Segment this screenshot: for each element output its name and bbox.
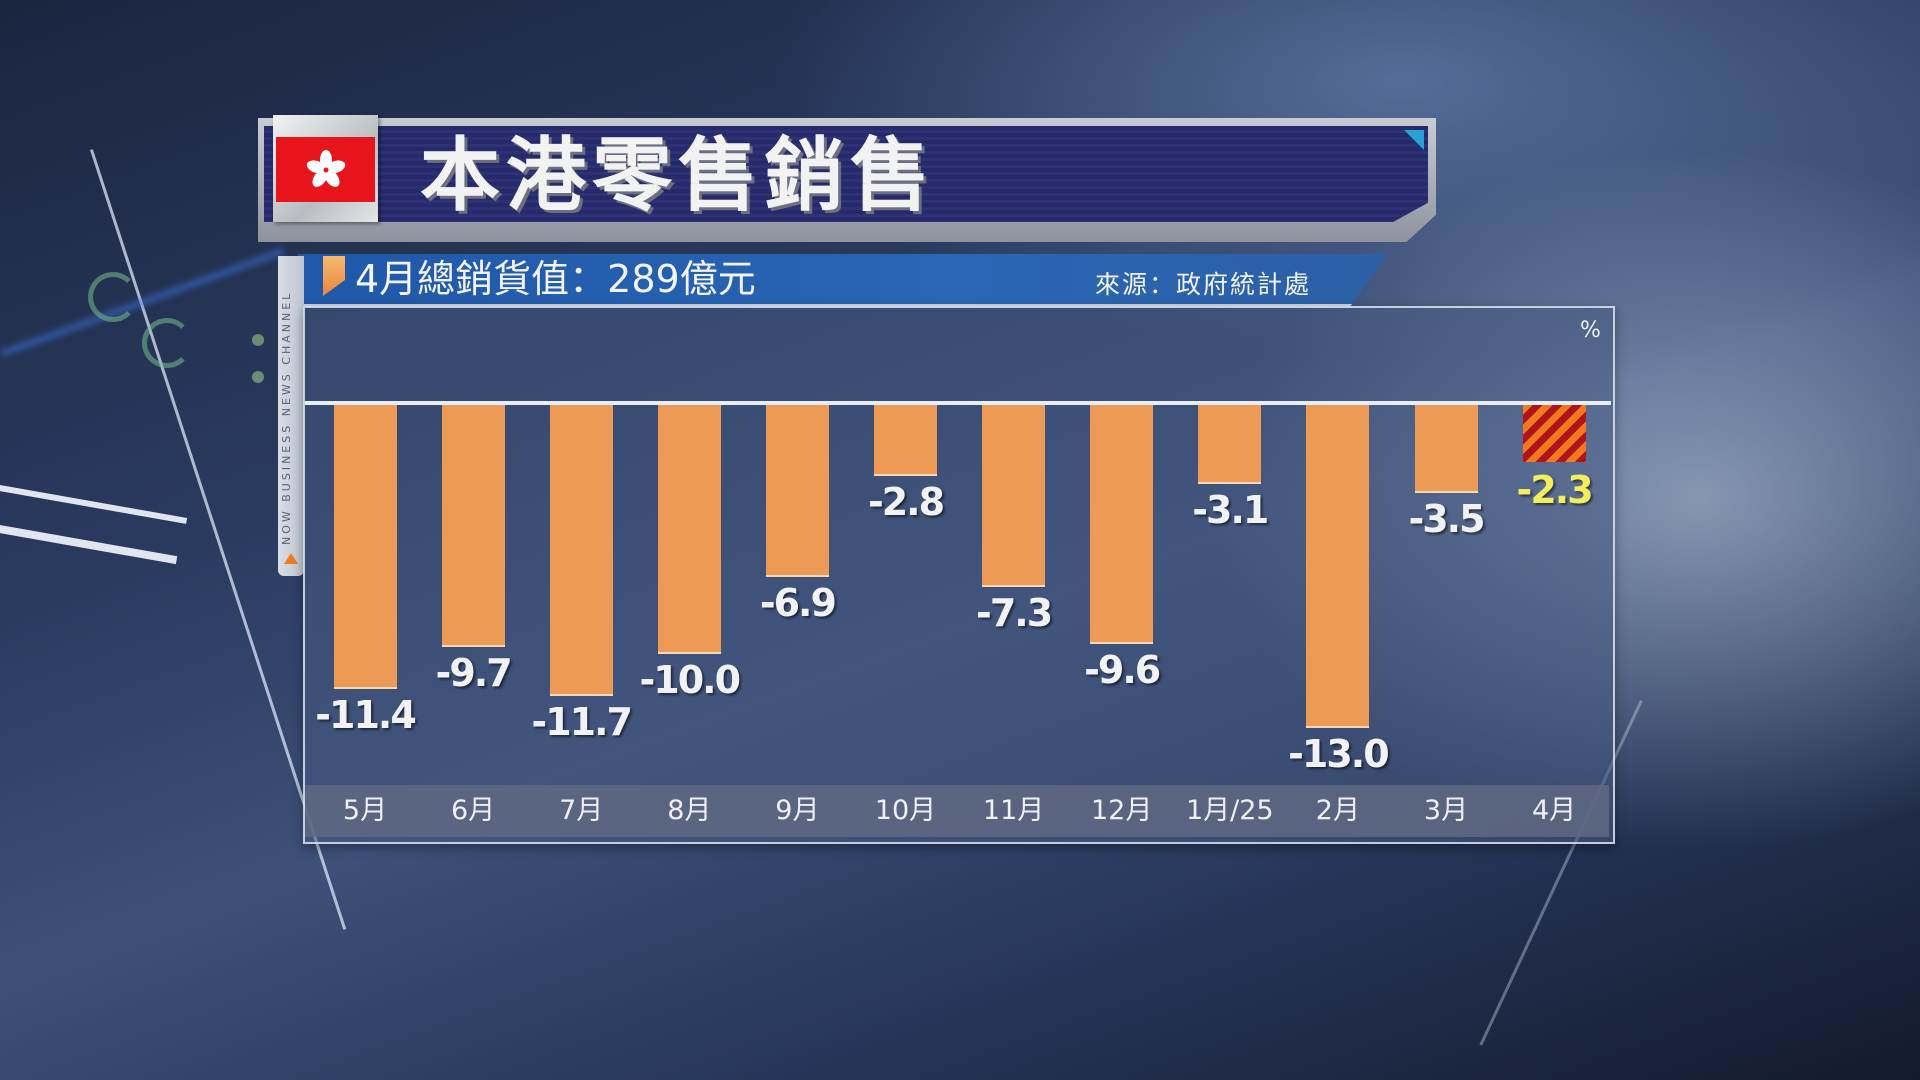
x-axis-label: 7月 bbox=[559, 795, 604, 826]
bar-6月 bbox=[441, 405, 505, 647]
bar-11月 bbox=[982, 405, 1046, 588]
bar-9月 bbox=[765, 405, 829, 578]
bar-8月 bbox=[657, 405, 721, 654]
bar-value-label: -2.3 bbox=[1516, 467, 1594, 512]
bar-value-label: -9.7 bbox=[435, 650, 513, 695]
subtitle-total-sales: 4月總銷貨值：289億元 bbox=[355, 257, 756, 301]
background-ring bbox=[142, 318, 192, 368]
bar-5月 bbox=[333, 405, 397, 689]
bar-7月 bbox=[549, 405, 613, 696]
x-axis-label: 6月 bbox=[451, 795, 496, 826]
x-axis-label: 1月/25 bbox=[1185, 795, 1274, 826]
page-title: 本港零售銷售 bbox=[420, 129, 936, 222]
chart-panel bbox=[303, 306, 1615, 844]
bar-value-label: -3.5 bbox=[1408, 497, 1485, 542]
x-axis-label: 10月 bbox=[874, 795, 937, 826]
background-dot bbox=[252, 371, 264, 383]
bar-3月 bbox=[1414, 405, 1478, 494]
background-ring bbox=[88, 272, 138, 322]
x-axis-label: 11月 bbox=[982, 795, 1045, 826]
unit-label: % bbox=[1580, 318, 1601, 343]
hong-kong-flag bbox=[273, 115, 378, 222]
bar-value-label: -6.9 bbox=[759, 581, 837, 626]
corner-accent bbox=[1404, 130, 1424, 150]
x-axis-label: 2月 bbox=[1315, 795, 1360, 826]
bar-1月/25 bbox=[1198, 405, 1262, 484]
bar-value-label: -11.4 bbox=[315, 692, 417, 737]
x-axis-label: 8月 bbox=[667, 795, 712, 826]
channel-strip bbox=[278, 256, 304, 576]
zero-baseline bbox=[305, 401, 1611, 405]
bar-value-label: -3.1 bbox=[1192, 487, 1269, 532]
bar-2月 bbox=[1306, 405, 1370, 729]
background-streak bbox=[0, 525, 178, 565]
source-label: 來源：政府統計處 bbox=[1095, 270, 1312, 299]
bar-10月 bbox=[874, 405, 937, 477]
bar-value-label: -9.6 bbox=[1084, 648, 1161, 693]
bar-value-label: -7.3 bbox=[976, 591, 1053, 636]
x-axis-strip bbox=[305, 785, 1609, 837]
channel-triangle-icon bbox=[284, 553, 298, 564]
bar-value-label: -13.0 bbox=[1288, 732, 1390, 777]
x-axis-label: 5月 bbox=[342, 795, 388, 826]
bar-value-label: -2.8 bbox=[867, 480, 945, 525]
bar-value-label: -10.0 bbox=[639, 658, 742, 702]
x-axis-label: 4月 bbox=[1532, 795, 1577, 826]
bar-12月 bbox=[1090, 405, 1154, 645]
flag-field bbox=[276, 137, 375, 202]
background-streak bbox=[0, 485, 188, 524]
x-axis-label: 3月 bbox=[1423, 795, 1469, 826]
bar-value-label: -11.7 bbox=[531, 699, 633, 744]
x-axis-label: 9月 bbox=[775, 795, 820, 826]
channel-strip-text: NOW BUSINESS NEWS CHANNEL bbox=[280, 290, 293, 545]
subtitle-bar bbox=[298, 254, 1388, 307]
x-axis-label: 12月 bbox=[1091, 795, 1153, 826]
bauhinia-flower-icon bbox=[306, 149, 345, 187]
bar-4月 bbox=[1522, 405, 1586, 462]
background-dot bbox=[252, 334, 264, 346]
title-bar bbox=[258, 118, 1436, 242]
title-bar-inner bbox=[264, 126, 1428, 222]
